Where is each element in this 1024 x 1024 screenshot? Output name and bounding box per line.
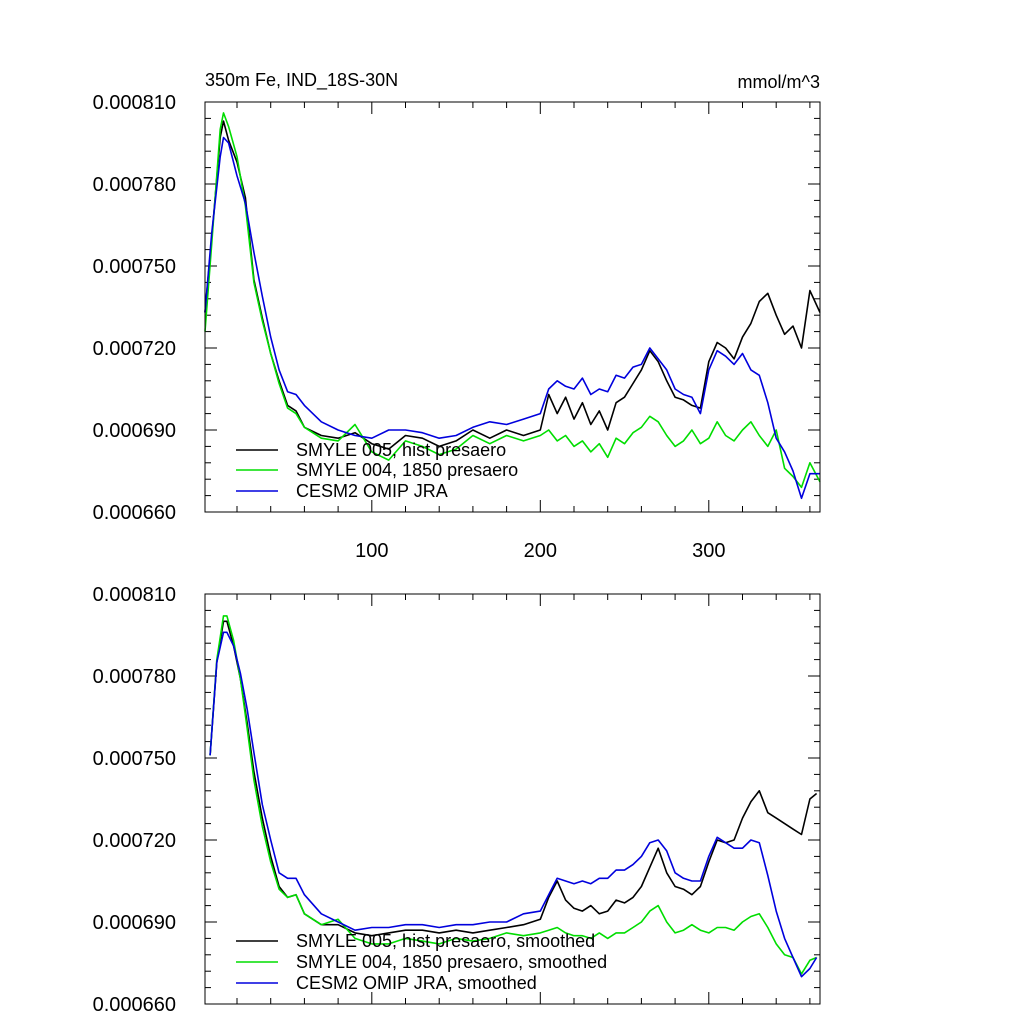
units-label: mmol/m^3 (738, 72, 820, 92)
top-ticks: 0.000660 0.000690 0.000720 0.000750 0.000780… (93, 92, 820, 562)
top-legend: SMYLE 005, hist presaero SMYLE 004, 1850… (236, 440, 518, 501)
series-line-cesm2-omip-jra-smoothed (209, 631, 818, 978)
y-tick-label: 0.000690 (93, 420, 176, 442)
bottom-plot-frame (204, 593, 821, 1005)
legend-label-cesm2-smoothed: CESM2 OMIP JRA, smoothed (296, 973, 537, 993)
top-series (204, 112, 821, 500)
y-tick-label: 0.000720 (93, 830, 176, 852)
y-tick-label: 0.000810 (93, 584, 176, 606)
series-line-smyle-004-1850-presaero (204, 112, 821, 489)
bottom-panel: 0.000660 0.000690 0.000720 0.000750 0.000780… (93, 584, 821, 1016)
bottom-series (209, 615, 818, 978)
y-tick-label: 0.000660 (93, 994, 176, 1016)
y-tick-label: 0.000750 (93, 748, 176, 770)
legend-label-smyle-005: SMYLE 005, hist presaero (296, 440, 506, 460)
chart-title: 350m Fe, IND_18S-30N (205, 70, 398, 91)
y-tick-label: 0.000660 (93, 502, 176, 524)
legend-label-cesm2: CESM2 OMIP JRA (296, 481, 448, 501)
y-tick-label: 0.000780 (93, 666, 176, 688)
top-plot-frame (204, 101, 821, 513)
y-tick-label: 0.000810 (93, 92, 176, 114)
x-tick-label: 100 (355, 540, 388, 562)
legend-label-smyle-005-smoothed: SMYLE 005, hist presaero, smoothed (296, 931, 595, 951)
x-tick-label: 200 (524, 540, 557, 562)
x-tick-label: 300 (692, 540, 725, 562)
bottom-legend: SMYLE 005, hist presaero, smoothed SMYLE… (236, 931, 607, 993)
legend-label-smyle-004: SMYLE 004, 1850 presaero (296, 460, 518, 480)
y-tick-label: 0.000780 (93, 174, 176, 196)
y-tick-label: 0.000720 (93, 338, 176, 360)
y-tick-label: 0.000750 (93, 256, 176, 278)
series-line-smyle-005-hist-presaero (204, 120, 821, 450)
series-line-cesm2-omip-jra (204, 136, 820, 500)
legend-label-smyle-004-smoothed: SMYLE 004, 1850 presaero, smoothed (296, 952, 607, 972)
series-line-smyle-004-1850-presaero-smoothed (209, 615, 817, 975)
y-tick-label: 0.000690 (93, 912, 176, 934)
top-panel: 350m Fe, IND_18S-30N mmol/m^3 0.0006600.… (93, 70, 821, 562)
